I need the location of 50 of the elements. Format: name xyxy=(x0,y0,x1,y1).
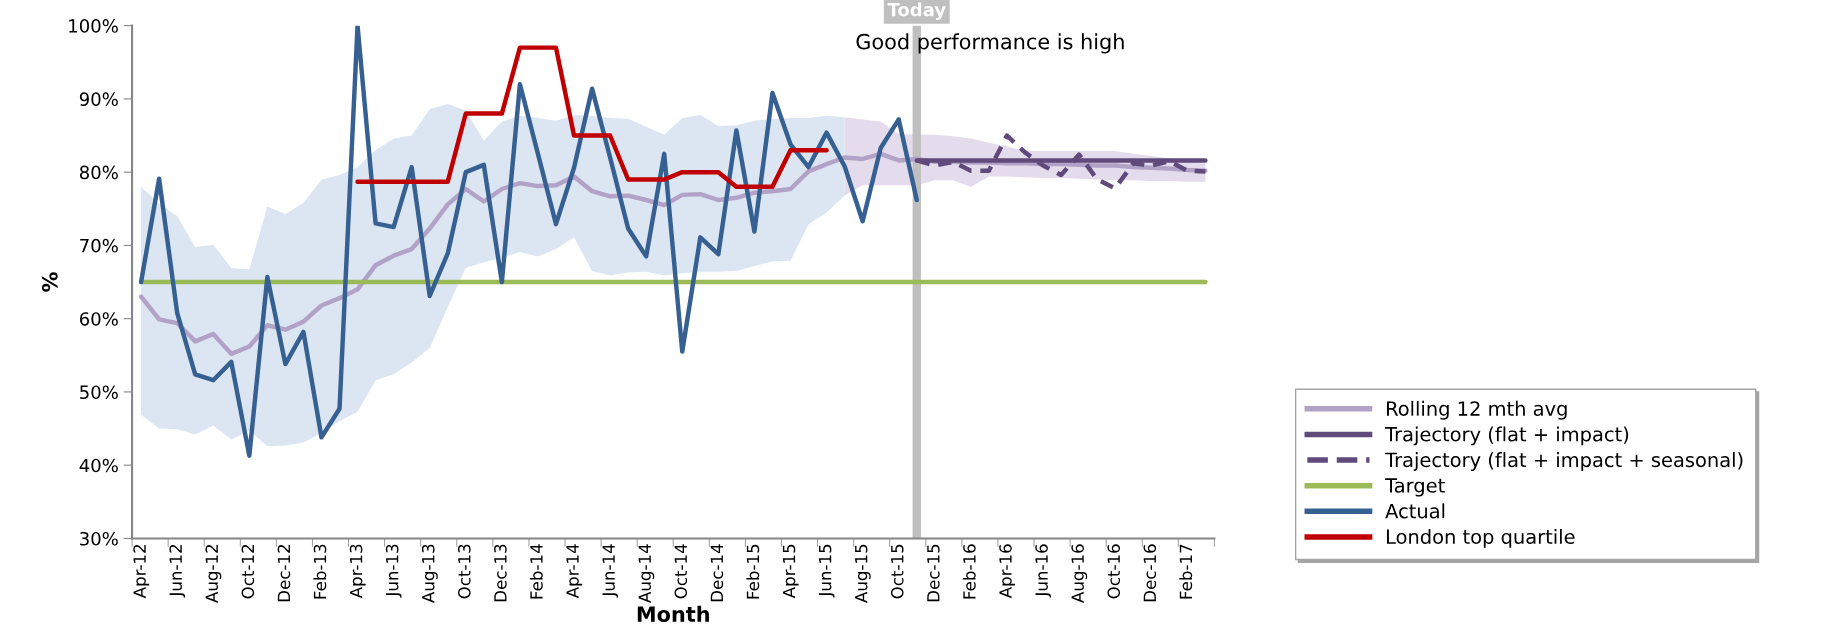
y-tick-label: 90% xyxy=(79,92,118,107)
x-axis-title: Month xyxy=(637,605,709,622)
x-tick-label: Oct-14 xyxy=(674,544,688,599)
x-tick-label: Aug-16 xyxy=(1071,544,1088,603)
y-tick-label: 60% xyxy=(79,312,118,326)
y-tick-label: 100% xyxy=(69,19,118,33)
x-tick-label: Feb-16 xyxy=(962,544,976,599)
legend-label: Rolling 12 mth avg xyxy=(1386,400,1567,420)
y-tick-label: 50% xyxy=(80,385,118,400)
legend-label: Target xyxy=(1385,478,1445,497)
text: Today xyxy=(887,2,946,21)
x-tick-label: Apr-14 xyxy=(566,544,583,599)
x-tick-label: Jun-16 xyxy=(1035,544,1051,598)
x-tick-label: Feb-15 xyxy=(746,544,760,599)
x-tick-label: Oct-15 xyxy=(890,544,904,599)
x-tick-label: Apr-15 xyxy=(782,544,799,599)
x-tick-label: Dec-16 xyxy=(1143,544,1157,602)
legend-label: Trajectory (flat + impact + seasonal) xyxy=(1385,452,1743,471)
x-tick-label: Jun-14 xyxy=(602,544,619,598)
line-series xyxy=(138,25,919,458)
x-tick-label: Apr-16 xyxy=(999,544,1016,599)
x-tick-label: Apr-13 xyxy=(349,544,366,599)
annotation: Good performance is high xyxy=(856,33,1124,54)
x-tick-label: Feb-14 xyxy=(529,544,543,599)
x-tick-label: Dec-12 xyxy=(277,544,291,602)
y-tick-label: 30% xyxy=(80,531,118,546)
legend-label: London top quartile xyxy=(1386,528,1575,548)
x-tick-label: Dec-14 xyxy=(710,544,724,602)
x-tick-label: Feb-13 xyxy=(313,544,327,599)
x-tick-label: Dec-13 xyxy=(494,544,507,602)
x-tick-label: Dec-15 xyxy=(927,544,940,602)
x-tick-label: Jun-15 xyxy=(819,544,835,598)
y-tick-label: 80% xyxy=(79,165,118,180)
x-tick-label: Aug-15 xyxy=(855,544,871,603)
x-tick-label: Jun-13 xyxy=(385,544,402,598)
y-axis-title: % xyxy=(41,272,58,292)
x-tick-label: Feb-17 xyxy=(1179,544,1193,599)
line-series xyxy=(355,45,829,190)
x-tick-label: Aug-12 xyxy=(205,544,222,603)
x-tick-label: Apr-12 xyxy=(133,544,150,599)
x-tick-label: Aug-14 xyxy=(638,544,655,603)
x-tick-label: Oct-12 xyxy=(241,544,255,599)
y-tick-label: 40% xyxy=(79,458,118,473)
x-tick-label: Oct-13 xyxy=(458,544,471,599)
legend-label: Trajectory (flat + impact) xyxy=(1385,426,1629,446)
y-tick-label: 70% xyxy=(80,238,118,253)
legend-label: Actual xyxy=(1385,503,1445,519)
x-tick-label: Oct-16 xyxy=(1107,544,1121,599)
x-tick-label: Jun-12 xyxy=(169,544,186,598)
x-tick-label: Aug-13 xyxy=(421,544,438,603)
